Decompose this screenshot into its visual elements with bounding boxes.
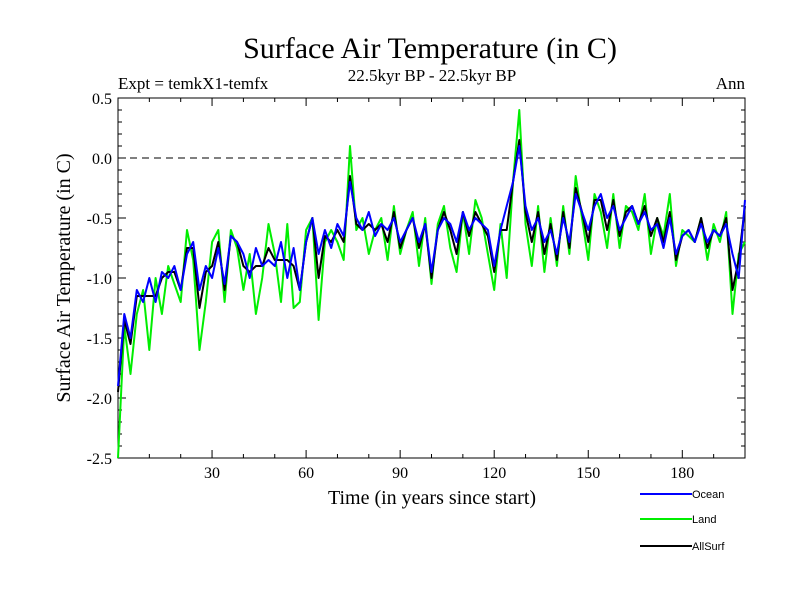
- y-tick-label: -2.5: [87, 451, 112, 468]
- plot-area: -2.5 -2.0 -1.5 -1.0 -0.5 0.0 0.5 30 60 90 120 150 1…: [87, 91, 746, 482]
- x-axis-title: Time (in years since start): [328, 487, 536, 509]
- season-label: Ann: [716, 74, 746, 93]
- series-lines: [117, 109, 746, 459]
- y-tick-label: 0.5: [92, 91, 112, 108]
- y-axis: -2.5 -2.0 -1.5 -1.0 -0.5 0.0 0.5: [87, 91, 745, 468]
- x-tick-label: 30: [204, 465, 220, 482]
- legend-label-allsurf: AllSurf: [692, 541, 725, 553]
- y-tick-label: -1.5: [87, 331, 112, 348]
- legend-label-ocean: Ocean: [692, 489, 724, 501]
- chart-title: Surface Air Temperature (in C): [243, 32, 617, 65]
- y-tick-label: -0.5: [87, 211, 112, 228]
- x-tick-label: 60: [298, 465, 314, 482]
- x-tick-label: 90: [392, 465, 408, 482]
- x-tick-label: 120: [482, 465, 506, 482]
- x-axis: 30 60 90 120 150 180: [148, 98, 715, 482]
- y-tick-label: -2.0: [87, 391, 112, 408]
- x-tick-label: 180: [670, 465, 694, 482]
- x-tick-label: 150: [576, 465, 600, 482]
- y-tick-label: 0.0: [92, 151, 112, 168]
- y-tick-label: -1.0: [87, 271, 112, 288]
- y-axis-title: Surface Air Temperature (in C): [53, 153, 75, 402]
- legend-label-land: Land: [692, 514, 716, 526]
- legend: Ocean Land AllSurf: [640, 489, 725, 553]
- series-line-land: [117, 109, 746, 459]
- series-line-ocean: [117, 145, 746, 387]
- experiment-label: Expt = temkX1-temfx: [118, 74, 269, 93]
- chart-subtitle: 22.5kyr BP - 22.5kyr BP: [348, 66, 516, 85]
